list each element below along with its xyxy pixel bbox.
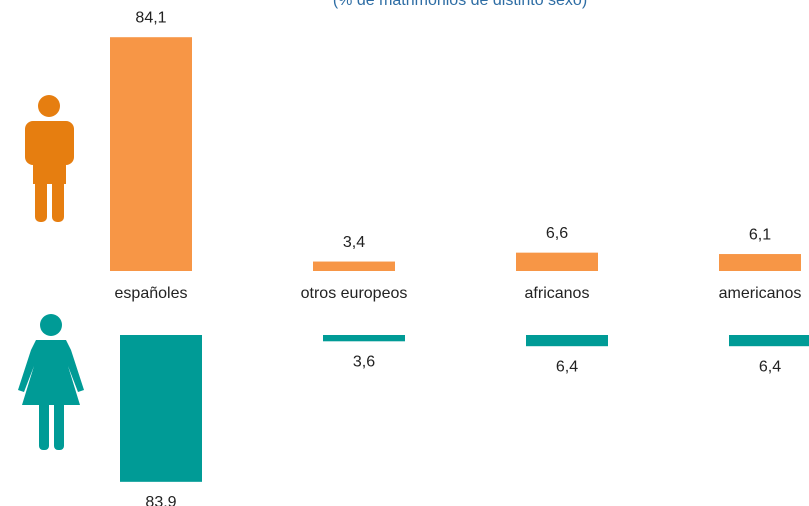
bar bbox=[110, 37, 192, 272]
man-icon bbox=[25, 95, 74, 222]
value-label: 6,4 bbox=[759, 358, 781, 375]
category-label: americanos bbox=[719, 285, 802, 302]
value-label: 3,4 bbox=[343, 234, 365, 251]
bar bbox=[313, 261, 395, 271]
woman-icon bbox=[18, 314, 84, 450]
value-label: 6,1 bbox=[749, 226, 771, 243]
chart-subtitle: (% de matrimonios de distinto sexo) bbox=[333, 0, 587, 9]
bar bbox=[516, 252, 598, 271]
value-label: 3,6 bbox=[353, 354, 375, 371]
category-label: españoles bbox=[115, 285, 188, 302]
bar bbox=[120, 335, 202, 482]
value-label: 6,4 bbox=[556, 358, 578, 375]
bar bbox=[719, 254, 801, 271]
value-label: 83,9 bbox=[145, 494, 176, 506]
category-label: otros europeos bbox=[301, 285, 408, 302]
value-label: 84,1 bbox=[135, 9, 166, 26]
value-label: 6,6 bbox=[546, 225, 568, 242]
bar bbox=[729, 335, 809, 347]
bar bbox=[323, 335, 405, 342]
bar bbox=[526, 335, 608, 347]
category-label: africanos bbox=[525, 285, 590, 302]
